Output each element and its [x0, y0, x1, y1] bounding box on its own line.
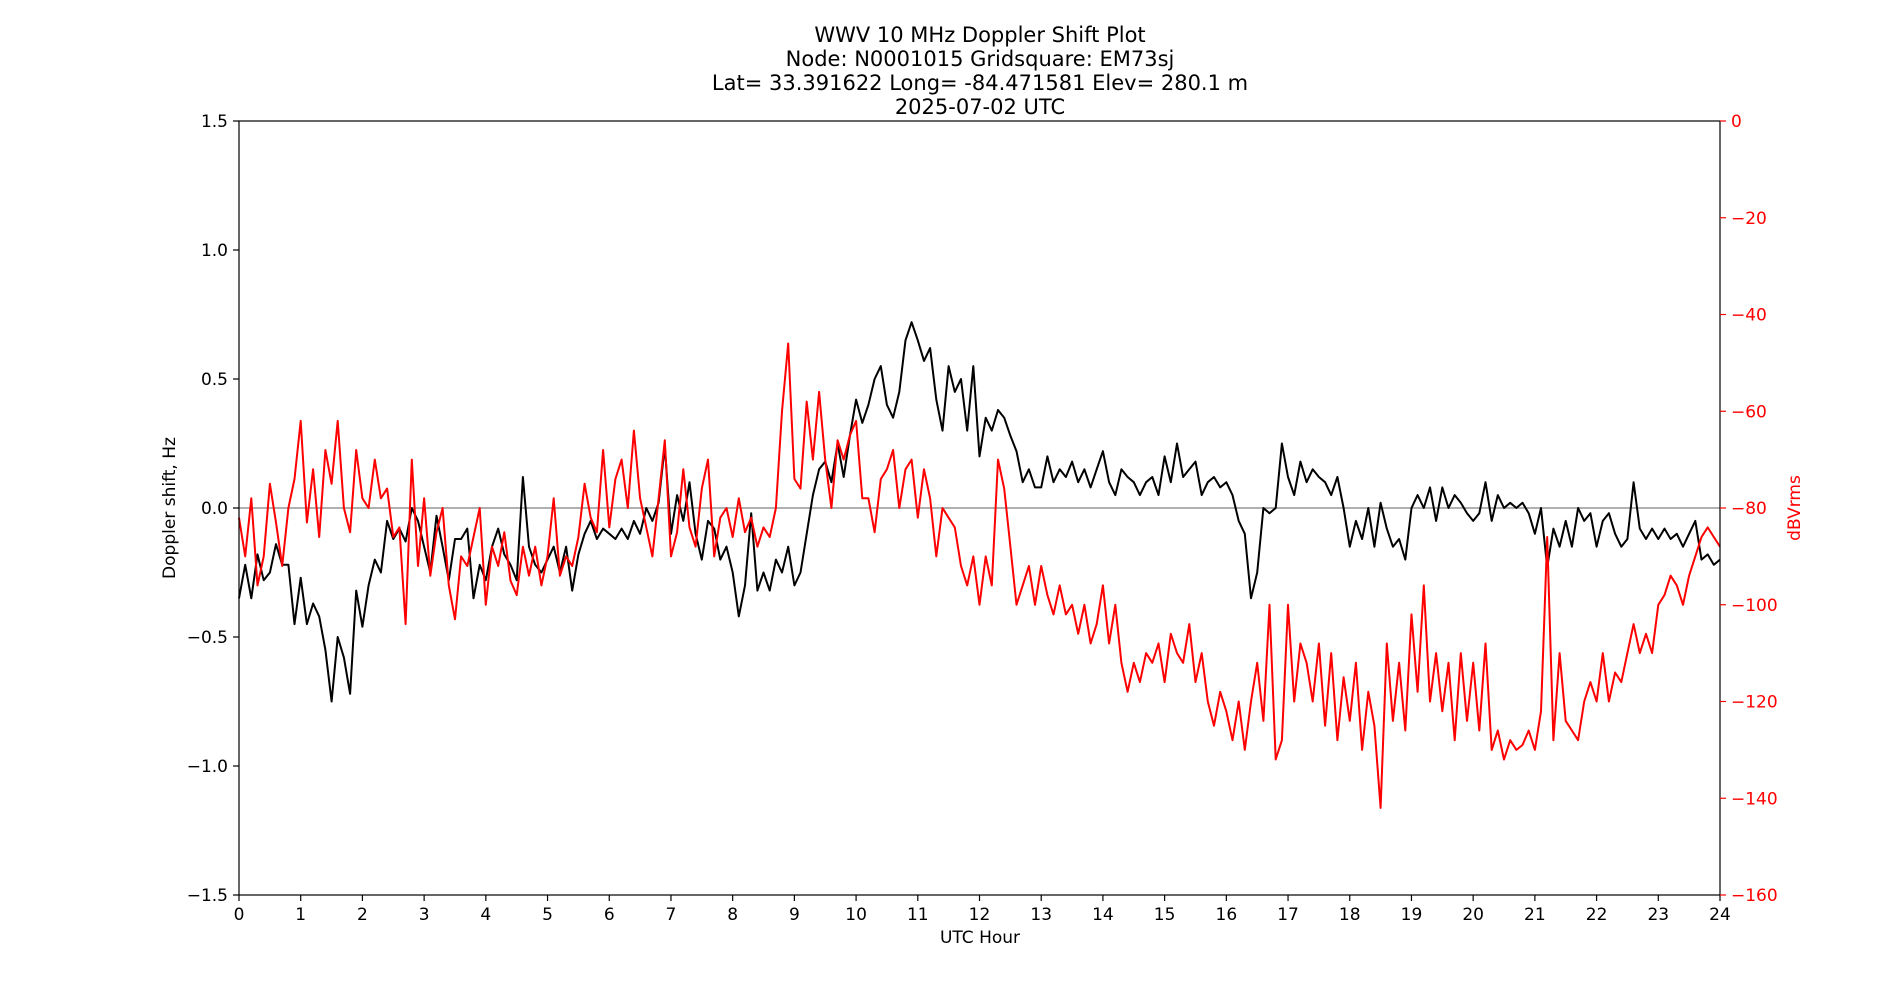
- y-right-tick-label: 0: [1731, 112, 1742, 132]
- x-tick-label: 0: [234, 905, 245, 925]
- y-right-tick-label: −40: [1731, 306, 1767, 326]
- doppler-shift-series-line: [238, 321, 1721, 703]
- x-tick-label: 22: [1586, 905, 1608, 925]
- x-tick-label: 19: [1401, 905, 1423, 925]
- x-tick-label: 23: [1647, 905, 1669, 925]
- x-tick-label: 1: [295, 905, 306, 925]
- chart-title: WWV 10 MHz Doppler Shift Plot: [814, 23, 1145, 47]
- y-left-tick-label: 0.5: [201, 370, 228, 390]
- x-axis-label: UTC Hour: [940, 928, 1020, 948]
- y-left-tick-label: −1.5: [187, 886, 228, 906]
- x-axis: 0 1 2 3 4 5 6 7 8 9 10 11 12 13 14 15 16 17 18 19 20 21 22 23 24: [234, 895, 1731, 925]
- x-tick-label: 4: [480, 905, 491, 925]
- y-right-tick-label: −80: [1731, 499, 1767, 519]
- x-tick-label: 12: [969, 905, 991, 925]
- x-tick-label: 17: [1277, 905, 1299, 925]
- y-right-tick-label: −160: [1731, 886, 1778, 906]
- y-left-tick-label: −0.5: [187, 628, 228, 648]
- chart-subtitle-node: Node: N0001015 Gridsquare: EM73sj: [786, 47, 1175, 71]
- x-tick-label: 14: [1092, 905, 1114, 925]
- x-tick-label: 2: [357, 905, 368, 925]
- y-right-tick-label: −120: [1731, 693, 1778, 713]
- y-axis-left-label: Doppler shift, Hz: [160, 437, 180, 579]
- chart-title-block: WWV 10 MHz Doppler Shift Plot Node: N000…: [712, 23, 1248, 119]
- x-tick-label: 9: [789, 905, 800, 925]
- x-tick-label: 13: [1030, 905, 1052, 925]
- y-left-tick-label: 0.0: [201, 499, 228, 519]
- x-tick-label: 5: [542, 905, 553, 925]
- y-axis-right: −160 −140 −120 −100 −80 −60 −40 −20 0: [1720, 112, 1778, 906]
- y-left-tick-label: 1.5: [201, 112, 228, 132]
- y-axis-left: −1.5 −1.0 −0.5 0.0 0.5 1.0 1.5: [187, 112, 239, 906]
- x-tick-label: 6: [604, 905, 615, 925]
- x-tick-label: 24: [1709, 905, 1731, 925]
- series-layer: [238, 321, 1721, 809]
- y-right-tick-label: −60: [1731, 402, 1767, 422]
- y-right-tick-label: −20: [1731, 209, 1767, 229]
- x-tick-label: 15: [1154, 905, 1176, 925]
- x-tick-label: 7: [666, 905, 677, 925]
- y-left-tick-label: −1.0: [187, 757, 228, 777]
- x-tick-label: 18: [1339, 905, 1361, 925]
- y-right-tick-label: −100: [1731, 596, 1778, 616]
- x-tick-label: 3: [419, 905, 430, 925]
- chart-subtitle-date: 2025-07-02 UTC: [895, 95, 1065, 119]
- x-tick-label: 21: [1524, 905, 1546, 925]
- x-tick-label: 10: [845, 905, 867, 925]
- y-right-tick-label: −140: [1731, 789, 1778, 809]
- y-left-tick-label: 1.0: [201, 241, 228, 261]
- x-tick-label: 20: [1462, 905, 1484, 925]
- x-tick-label: 11: [907, 905, 929, 925]
- y-axis-right-label: dBVrms: [1785, 475, 1805, 541]
- signal-power-series-line: [238, 342, 1721, 809]
- chart-subtitle-location: Lat= 33.391622 Long= -84.471581 Elev= 28…: [712, 71, 1248, 95]
- x-tick-label: 16: [1216, 905, 1238, 925]
- x-tick-label: 8: [727, 905, 738, 925]
